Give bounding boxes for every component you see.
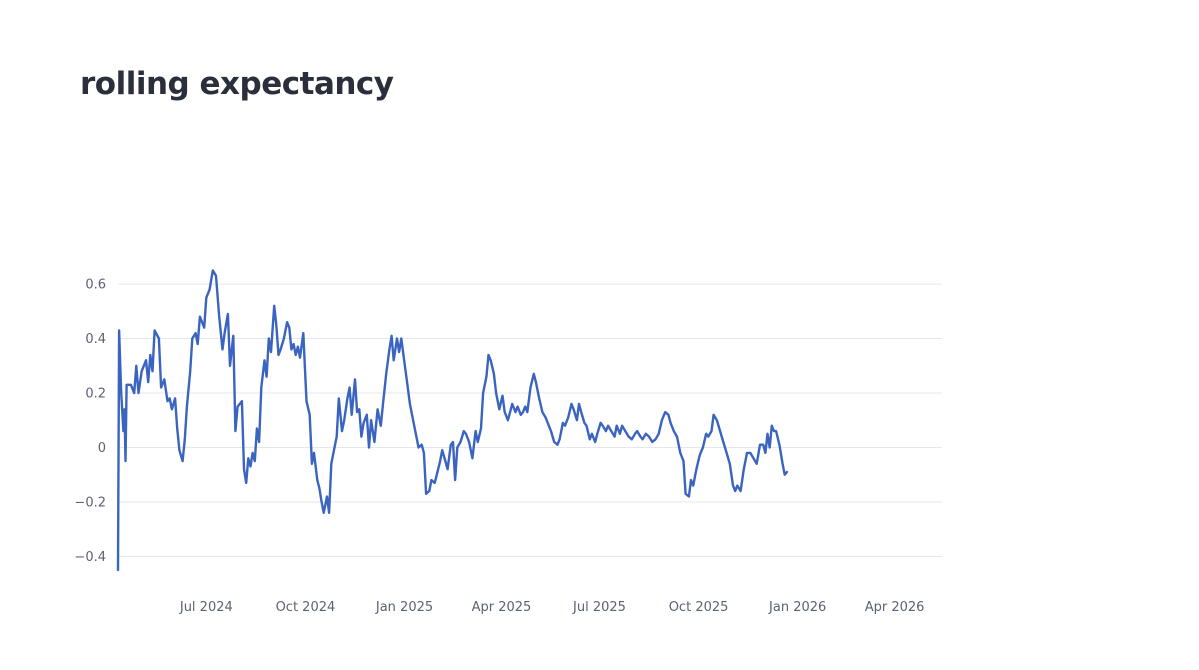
x-tick-label: Apr 2025 [472, 600, 532, 615]
chart-title: rolling expectancy [80, 66, 394, 102]
y-tick-label: 0.2 [85, 386, 106, 401]
x-tick-label: Jan 2026 [768, 600, 826, 615]
y-tick-label: 0.4 [85, 332, 106, 347]
x-tick-label: Oct 2025 [669, 600, 729, 615]
y-axis-tick-labels: 0.6 0.4 0.2 0 −0.2 −0.4 [74, 278, 106, 565]
x-tick-label: Apr 2026 [865, 600, 925, 615]
y-tick-label: 0.6 [85, 278, 106, 293]
x-axis-tick-labels: Jul 2024 Oct 2024 Jan 2025 Apr 2025 Jul 2025… [179, 600, 925, 615]
x-tick-label: Jul 2024 [179, 600, 233, 615]
series-line [116, 269, 789, 572]
x-tick-label: Oct 2024 [276, 600, 336, 615]
series-layer [116, 269, 789, 572]
y-tick-label: −0.2 [74, 495, 106, 510]
y-tick-label: −0.4 [74, 550, 106, 565]
x-tick-label: Jul 2025 [572, 600, 626, 615]
y-tick-label: 0 [98, 441, 106, 456]
x-tick-label: Jan 2025 [375, 600, 433, 615]
